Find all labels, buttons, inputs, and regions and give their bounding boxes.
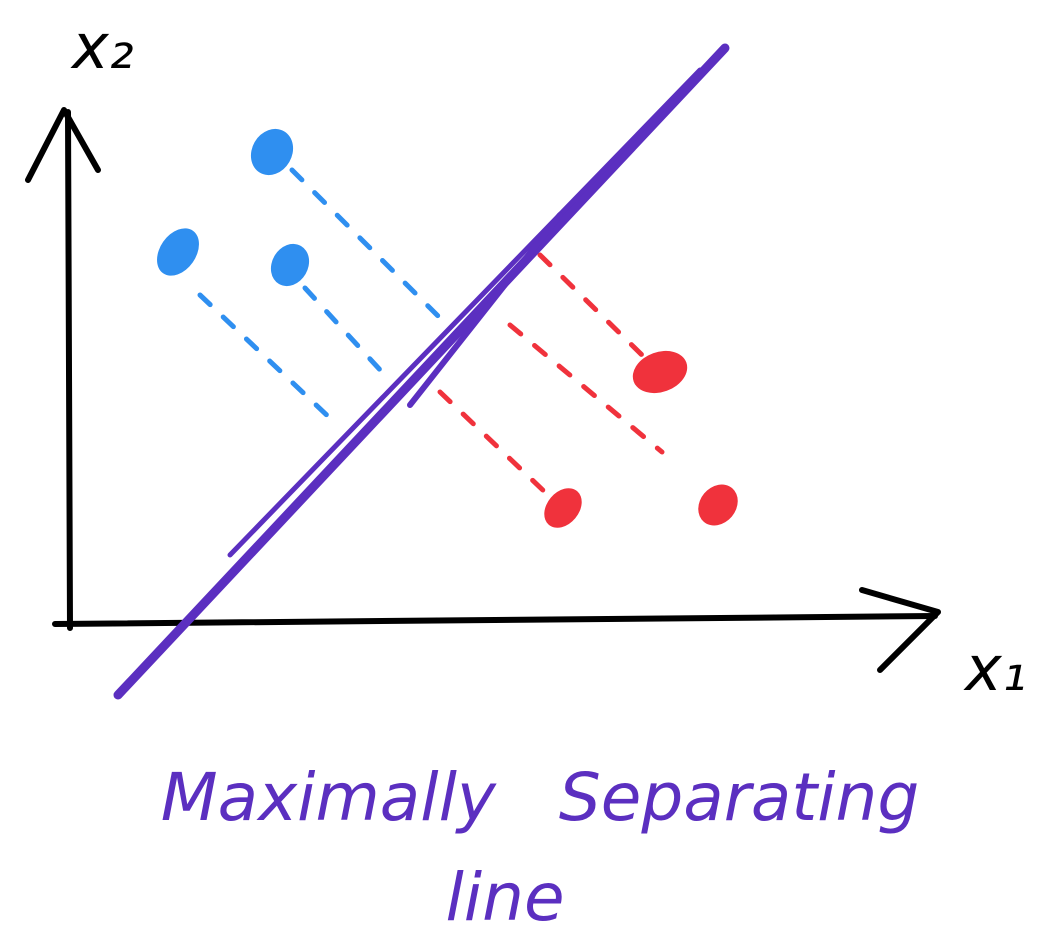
blue-projection	[200, 295, 332, 420]
y-axis-label: x₂	[70, 10, 134, 83]
x-axis-arrow	[862, 590, 938, 670]
caption-line: Maximally Separating	[161, 759, 920, 836]
blue-point	[263, 237, 316, 293]
caption-line: line	[445, 859, 564, 936]
red-point	[690, 477, 746, 534]
separating-line-stroke	[230, 70, 700, 555]
x-axis-label: x₁	[963, 632, 1027, 705]
red-projection	[540, 255, 642, 355]
y-axis	[68, 112, 70, 628]
blue-point	[148, 220, 207, 283]
y-axis-arrow	[28, 110, 98, 180]
blue-projection	[305, 288, 382, 372]
red-projection	[440, 392, 548, 495]
diagram: x₂ x₁ Maximally Separating line	[0, 0, 1041, 942]
